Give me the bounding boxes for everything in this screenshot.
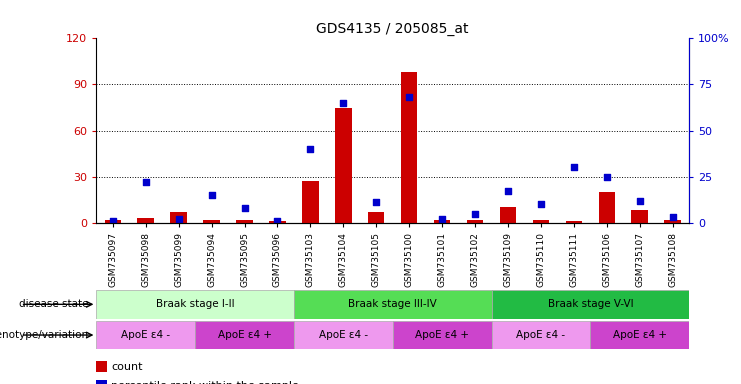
Point: [403, 94, 415, 101]
Bar: [269, 221, 286, 223]
Bar: [665, 220, 681, 223]
Point: [140, 179, 152, 185]
Bar: [591, 321, 689, 349]
Point: [502, 188, 514, 194]
Bar: [96, 321, 195, 349]
Text: ApoE ε4 +: ApoE ε4 +: [218, 330, 271, 340]
Point: [568, 164, 579, 170]
Point: [370, 199, 382, 205]
Bar: [631, 210, 648, 223]
Bar: [96, 361, 107, 372]
Point: [469, 210, 481, 217]
Point: [634, 197, 645, 204]
Text: count: count: [111, 362, 143, 372]
Bar: [96, 290, 294, 319]
Bar: [499, 207, 516, 223]
Bar: [294, 290, 491, 319]
Point: [601, 174, 613, 180]
Point: [305, 146, 316, 152]
Bar: [565, 221, 582, 223]
Bar: [335, 108, 351, 223]
Text: ApoE ε4 -: ApoE ε4 -: [516, 330, 565, 340]
Text: Braak stage V-VI: Braak stage V-VI: [548, 299, 633, 310]
Bar: [294, 321, 393, 349]
Text: ApoE ε4 +: ApoE ε4 +: [613, 330, 667, 340]
Bar: [533, 220, 549, 223]
Point: [535, 201, 547, 207]
Point: [667, 214, 679, 220]
Bar: [302, 181, 319, 223]
Text: Braak stage I-II: Braak stage I-II: [156, 299, 234, 310]
Bar: [368, 212, 385, 223]
Point: [271, 218, 283, 224]
Text: ApoE ε4 -: ApoE ε4 -: [319, 330, 368, 340]
Text: genotype/variation: genotype/variation: [0, 330, 89, 340]
Text: Braak stage III-IV: Braak stage III-IV: [348, 299, 437, 310]
Text: ApoE ε4 -: ApoE ε4 -: [122, 330, 170, 340]
Point: [173, 216, 185, 222]
Point: [337, 100, 349, 106]
Bar: [491, 290, 689, 319]
Bar: [138, 218, 154, 223]
Bar: [434, 220, 451, 223]
Bar: [96, 380, 107, 384]
Bar: [195, 321, 294, 349]
Text: disease state: disease state: [19, 299, 89, 310]
Point: [436, 216, 448, 222]
Point: [107, 218, 119, 224]
Point: [206, 192, 218, 198]
Bar: [467, 220, 483, 223]
Bar: [491, 321, 591, 349]
Bar: [401, 72, 417, 223]
Bar: [236, 220, 253, 223]
Bar: [203, 220, 220, 223]
Bar: [170, 212, 187, 223]
Bar: [599, 192, 615, 223]
Point: [239, 205, 250, 211]
Bar: [104, 220, 121, 223]
Text: ApoE ε4 +: ApoE ε4 +: [415, 330, 469, 340]
Text: percentile rank within the sample: percentile rank within the sample: [111, 381, 299, 384]
Title: GDS4135 / 205085_at: GDS4135 / 205085_at: [316, 22, 469, 36]
Bar: [393, 321, 491, 349]
